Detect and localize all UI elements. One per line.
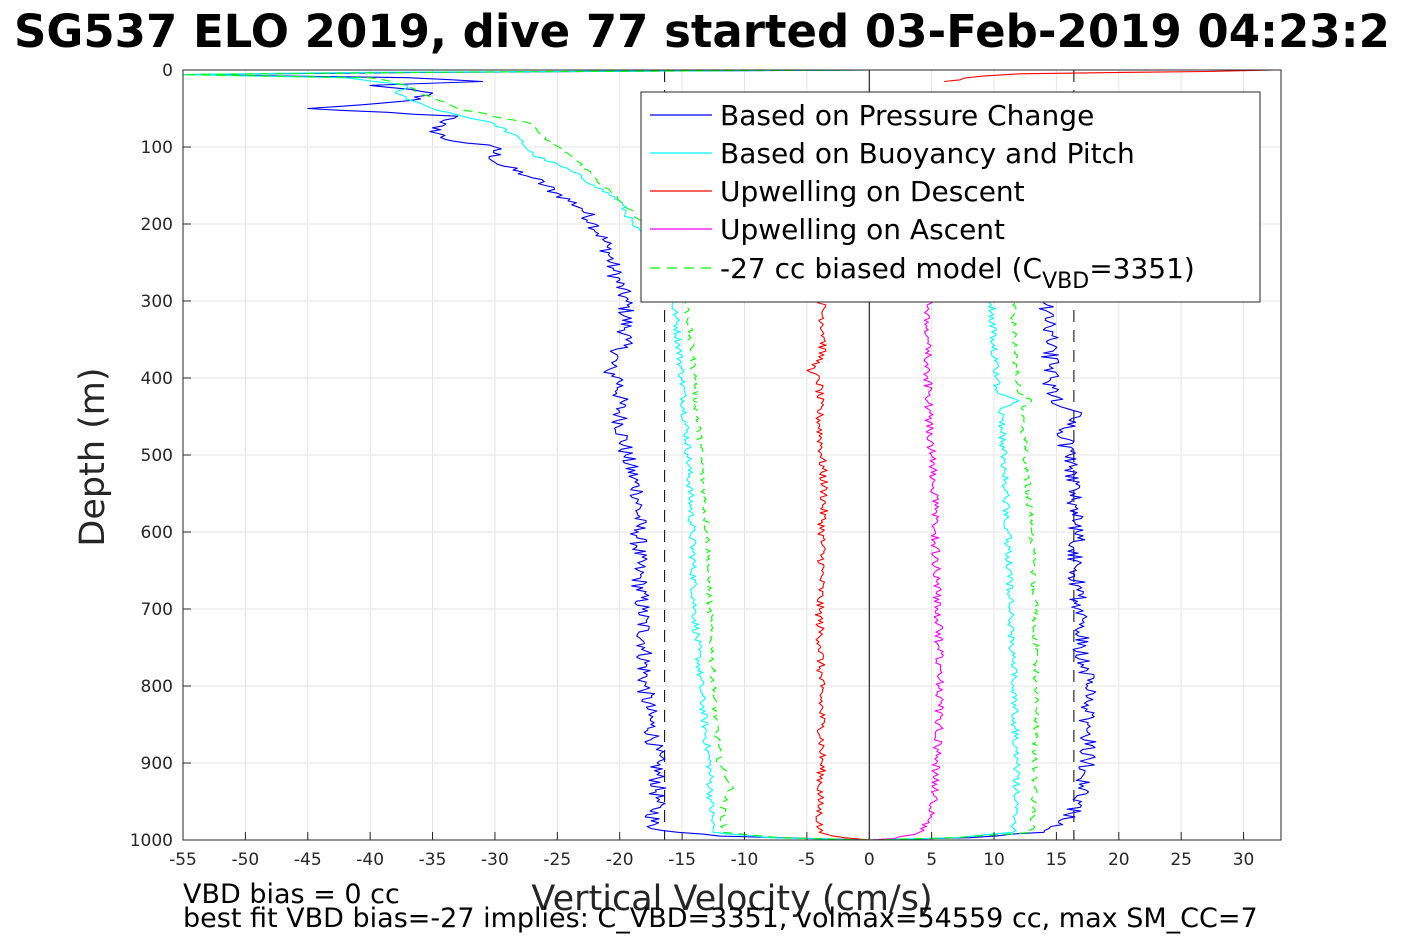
x-tick-label: -35: [419, 850, 447, 870]
x-axis-ticks: -55 -50 -45 -40 -35 -30 -25 -20 -15 -10 -5 0 5 10 15 20…: [169, 832, 1254, 870]
legend-label-biased-end: =3351): [1089, 252, 1195, 285]
legend-label-biased-sub: VBD: [1042, 269, 1089, 294]
legend-label-buoyancy: Based on Buoyancy and Pitch: [720, 137, 1135, 170]
x-tick-label: 30: [1233, 850, 1255, 870]
legend-label-upwelling-ascent: Upwelling on Ascent: [720, 213, 1005, 246]
chart-title: SG537 ELO 2019, dive 77 started 03-Feb-2…: [14, 5, 1390, 58]
y-tick-label: 0: [162, 61, 173, 81]
series-lines: [182, 69, 1275, 841]
series-line-2-ascent: [944, 69, 1275, 83]
x-tick-label: 10: [983, 850, 1005, 870]
footnote-vbd-bias: VBD bias = 0 cc: [183, 879, 400, 910]
x-tick-label: 5: [926, 850, 937, 870]
legend: Based on Pressure Change Based on Buoyan…: [640, 91, 1261, 303]
y-tick-label: 400: [141, 369, 173, 389]
series-line-4-ascent: [869, 300, 1040, 841]
y-tick-label: 600: [141, 523, 173, 543]
x-tick-label: -55: [169, 850, 197, 870]
y-axis-ticks: 0 100 200 300 400 500 600 700 800 900 1000: [130, 61, 191, 851]
series-line-0-descent: [182, 69, 870, 841]
x-tick-label: -50: [231, 850, 259, 870]
x-tick-label: -15: [668, 850, 696, 870]
series-line-3-ascent: [869, 300, 944, 841]
x-tick-label: -10: [731, 850, 759, 870]
x-tick-label: -30: [481, 850, 509, 870]
y-axis-label: Depth (m): [73, 367, 113, 546]
y-tick-label: 300: [141, 292, 173, 312]
x-tick-label: -45: [294, 850, 322, 870]
x-tick-label: 25: [1170, 850, 1192, 870]
series-line-1-ascent: [869, 300, 1021, 841]
legend-box: [640, 91, 1261, 303]
legend-label-biased-model: -27 cc biased model (CVBD=3351): [720, 252, 1195, 294]
x-axis-label: Vertical Velocity (cm/s): [531, 879, 932, 919]
series-line-4-descent: [182, 69, 870, 841]
y-tick-label: 200: [141, 215, 173, 235]
series-line-2-descent: [806, 300, 870, 841]
legend-label-pressure: Based on Pressure Change: [720, 99, 1094, 132]
y-tick-label: 800: [141, 677, 173, 697]
footnote-best-fit: best fit VBD bias=-27 implies: C_VBD=335…: [183, 903, 1258, 934]
x-tick-label: -20: [606, 850, 634, 870]
y-tick-label: 100: [141, 138, 173, 158]
x-tick-label: 0: [864, 850, 875, 870]
legend-label-upwelling-descent: Upwelling on Descent: [720, 175, 1025, 208]
x-tick-label: -5: [798, 850, 815, 870]
x-tick-label: 20: [1108, 850, 1130, 870]
series-line-1-descent: [182, 69, 870, 841]
y-tick-label: 1000: [130, 831, 173, 851]
series-line-0-ascent: [869, 300, 1097, 841]
x-tick-label: 15: [1046, 850, 1068, 870]
y-tick-label: 500: [141, 446, 173, 466]
x-tick-label: -40: [356, 850, 384, 870]
y-tick-label: 700: [141, 600, 173, 620]
x-tick-label: -25: [543, 850, 571, 870]
legend-label-biased-main: -27 cc biased model (C: [720, 252, 1042, 285]
y-tick-label: 900: [141, 754, 173, 774]
